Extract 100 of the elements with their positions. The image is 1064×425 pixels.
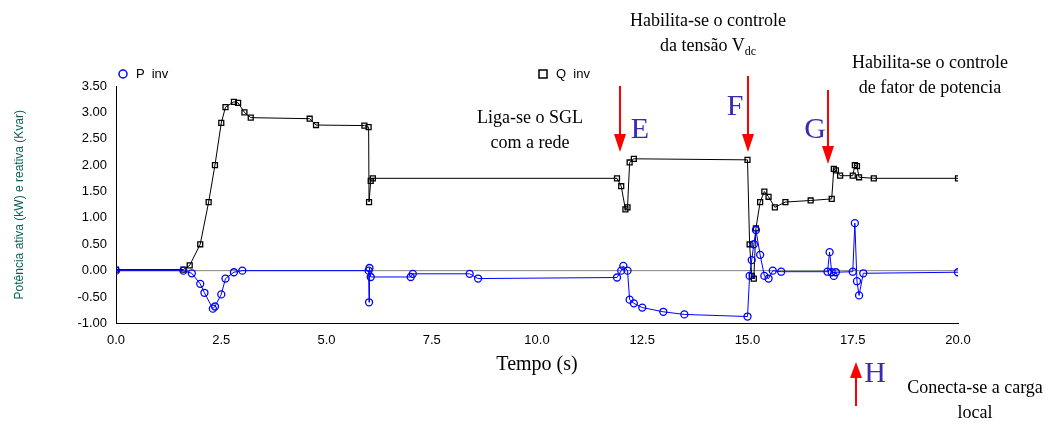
- point: [312, 121, 320, 129]
- point: [764, 274, 773, 283]
- point: [408, 269, 417, 278]
- point: [659, 307, 668, 316]
- y-tick-label: -1.00: [77, 314, 108, 330]
- point: [830, 165, 837, 172]
- point: [749, 240, 758, 249]
- point: [760, 271, 769, 281]
- point: [832, 167, 840, 174]
- point: [369, 175, 376, 182]
- point: [782, 198, 789, 206]
- point: [827, 268, 836, 277]
- x-tick-label: 15.0: [734, 331, 761, 347]
- x-tick-label: 12.5: [629, 331, 655, 347]
- point: [186, 262, 193, 269]
- point: [473, 274, 483, 283]
- point: [367, 177, 374, 185]
- point: [612, 273, 622, 282]
- x-tick-label: 20.0: [945, 331, 971, 347]
- point: [850, 219, 860, 228]
- point: [218, 119, 225, 127]
- point: [755, 250, 765, 259]
- point: [743, 312, 752, 321]
- point: [306, 115, 313, 122]
- y-axis-title: Potência ativa (kW) e reativa (Kvar): [11, 110, 26, 300]
- point: [771, 204, 778, 211]
- point: [197, 241, 204, 248]
- point: [241, 109, 248, 116]
- point: [852, 277, 862, 286]
- point: [630, 155, 637, 162]
- x-axis-title: Tempo (s): [496, 352, 578, 376]
- point: [366, 272, 375, 282]
- point: [849, 172, 856, 179]
- point: [859, 269, 868, 278]
- point: [870, 175, 877, 182]
- point: [761, 188, 768, 195]
- point: [234, 99, 242, 107]
- point: [777, 267, 786, 276]
- point: [618, 183, 625, 190]
- y-tick-label: 1.00: [81, 209, 108, 225]
- point: [823, 267, 832, 276]
- point: [747, 255, 756, 265]
- point: [230, 98, 238, 105]
- point: [365, 263, 374, 273]
- point: [829, 271, 838, 281]
- point: [757, 198, 764, 206]
- point: [211, 162, 219, 169]
- point: [229, 268, 239, 277]
- point: [746, 241, 753, 248]
- point: [619, 261, 628, 271]
- point: [465, 269, 474, 278]
- point: [851, 162, 858, 169]
- y-tick-label: 3.50: [81, 77, 108, 93]
- point: [680, 310, 689, 319]
- y-tick-label: 0.50: [81, 235, 108, 251]
- text: Habilita-se o controle da tensão V$_{dc}$: [630, 8, 786, 61]
- point: [853, 163, 861, 170]
- x-tick-label: 2.5: [212, 331, 231, 347]
- text: Conecta-se a carga local: [907, 376, 1043, 424]
- point: [364, 266, 373, 275]
- point: [825, 248, 834, 257]
- legend-label: Q inv: [556, 66, 590, 81]
- point: [625, 295, 634, 304]
- annotation: F: [726, 88, 744, 121]
- annotation: Liga-se o SGL com a rede: [477, 106, 583, 154]
- point: [629, 299, 638, 308]
- point: [855, 174, 863, 181]
- legend-label: P inv: [136, 66, 169, 81]
- point: [200, 288, 209, 297]
- point: [768, 266, 777, 275]
- point: [406, 272, 415, 282]
- point: [205, 198, 212, 206]
- x-tick-label: 17.5: [840, 331, 866, 347]
- text: H: [864, 355, 886, 388]
- y-tick-label: 2.50: [81, 130, 108, 146]
- point: [365, 198, 373, 206]
- x-tick-label: 0.0: [106, 331, 126, 347]
- point: [848, 267, 857, 276]
- point: [217, 290, 226, 299]
- point: [361, 122, 368, 129]
- point: [750, 275, 757, 282]
- y-tick-label: 2.00: [81, 156, 108, 172]
- point: [765, 193, 772, 200]
- y-tick-label: 1.50: [81, 183, 108, 199]
- point: [222, 103, 229, 111]
- point: [613, 175, 621, 182]
- point: [828, 195, 835, 203]
- y-tick-label: 3.00: [81, 103, 108, 119]
- annotation: E: [630, 111, 650, 144]
- point: [221, 274, 230, 283]
- point: [854, 291, 864, 300]
- annotation: Habilita-se o controle de fator de potencia: [852, 51, 1008, 99]
- point: [617, 266, 626, 275]
- point: [638, 303, 647, 312]
- x-tick-label: 7.5: [422, 331, 441, 347]
- point: [364, 298, 374, 307]
- y-tick-label: 0.00: [81, 262, 108, 278]
- point: [837, 172, 844, 179]
- point: [196, 279, 205, 288]
- x-tick-label: 10.0: [524, 331, 550, 347]
